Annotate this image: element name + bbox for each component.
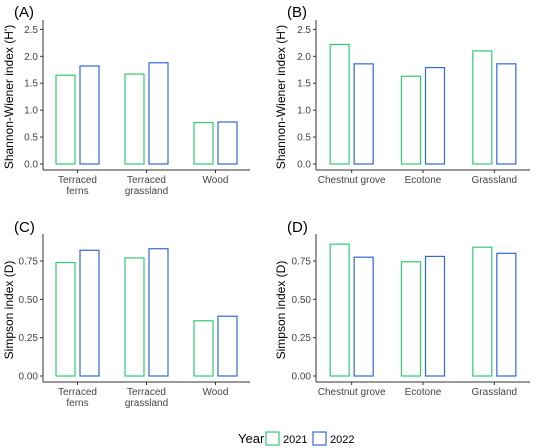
y-tick-label: 0.75 [292,257,312,268]
x-tick-label: Wood [203,175,229,186]
bar-2021 [400,261,422,377]
bar-2022 [79,249,100,377]
legend: Year 2021 2022 [238,431,354,446]
legend-label-2021: 2021 [283,434,307,446]
legend-key-2021 [265,431,280,446]
y-tick-label: 0.25 [19,333,39,344]
y-tick-label: 2.0 [24,52,38,63]
legend-key-2022 [312,431,327,446]
bar-2021 [55,74,76,165]
x-tick-label: Terraced grassland [125,175,168,197]
panel-label: (A) [14,4,34,21]
y-tick-label: 1.5 [297,79,311,90]
bar-2022 [217,315,238,377]
y-tick-label: 2.5 [24,25,38,36]
x-tick-label: Grassland [472,175,518,186]
bar-2021 [193,320,214,377]
panel-label: (D) [287,219,308,236]
y-axis-title: Simpson index (D) [274,261,288,360]
x-tick-label: Terraced grassland [125,387,168,409]
panel-b: (B) Shannon-Wiener index (H') 0.0 0.5 1.0 1.5… [274,4,530,186]
y-tick-label: 1.0 [297,106,311,117]
bar-2022 [424,255,446,377]
y-tick-label: 0.5 [297,133,311,144]
bar-2022 [424,67,446,165]
y-tick-label: 0.0 [297,160,311,171]
x-tick-label: Wood [203,387,229,398]
x-tick-label: Chestnut grove [318,175,386,186]
panel-d: (D) Simpson index (D) 0.00 0.25 0.50 0.75 Ches… [274,219,530,398]
x-tick-label: Terraced ferns [58,175,97,197]
legend-label-2022: 2022 [330,434,354,446]
bar-2021 [55,261,76,377]
y-tick-label: 0.50 [19,295,39,306]
panel-label: (B) [287,4,307,21]
bar-2021 [472,50,493,165]
y-tick-label: 0.00 [292,372,312,383]
panel-a: (A) Shannon-Wiener index (H') 0.0 0.5 1.0 1.5… [2,4,250,197]
x-tick-label: Chestnut grove [318,387,386,398]
bar-2021 [193,121,214,165]
y-tick-label: 2.0 [297,52,311,63]
bar-2021 [124,73,145,165]
bar-2022 [217,121,238,165]
x-tick-label: Terraced ferns [58,387,97,409]
y-axis-title: Simpson index (D) [2,261,16,360]
bar-2022 [148,62,169,165]
x-tick-label: Ecotone [405,387,442,398]
bar-2022 [496,252,517,377]
y-tick-label: 1.0 [24,106,38,117]
y-tick-label: 0.00 [19,372,39,383]
y-axis-title: Shannon-Wiener index (H') [274,25,288,169]
bar-2022 [353,63,374,165]
y-tick-label: 0.0 [24,160,38,171]
bar-2021 [472,246,493,377]
y-tick-label: 0.75 [19,257,39,268]
y-tick-label: 1.5 [24,79,38,90]
y-tick-label: 0.25 [292,333,312,344]
bar-2022 [496,63,517,165]
bar-2022 [79,65,100,165]
bar-2022 [353,256,374,377]
legend-title: Year [238,431,265,446]
x-tick-label: Ecotone [405,175,442,186]
bar-2021 [124,257,145,377]
panel-label: (C) [14,219,35,236]
bar-2021 [329,43,350,165]
y-axis-title: Shannon-Wiener index (H') [2,25,16,169]
bar-2021 [400,75,422,165]
panels: (A) Shannon-Wiener index (H') 0.0 0.5 1.0 1.5… [2,4,530,409]
panel-c: (C) Simpson index (D) 0.00 0.25 0.50 0.75 Terr… [2,219,250,409]
bar-2022 [148,248,169,377]
bar-2021 [329,243,350,377]
y-tick-label: 2.5 [297,25,311,36]
y-tick-label: 0.50 [292,295,312,306]
x-tick-label: Grassland [472,387,518,398]
y-tick-label: 0.5 [24,133,38,144]
